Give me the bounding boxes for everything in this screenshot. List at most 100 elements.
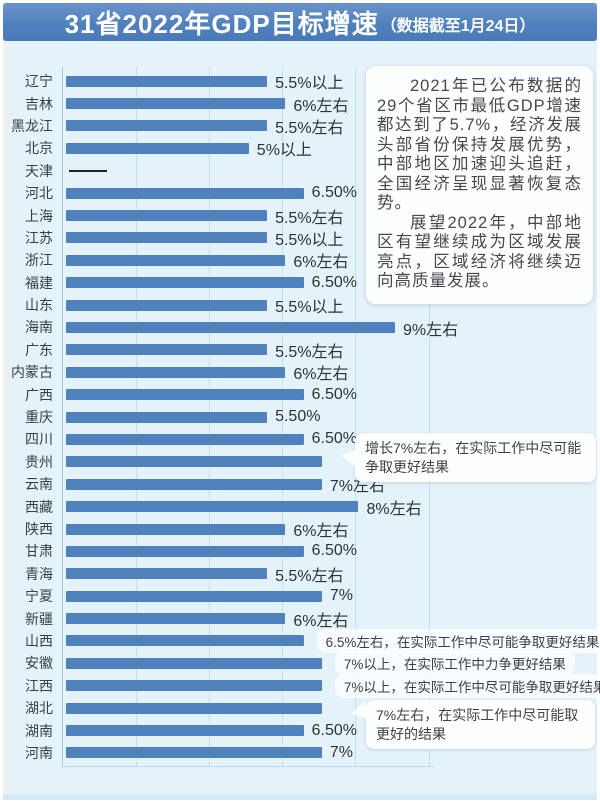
bar-value-label: 7%以上，在实际工作中尽可能争取更好结果 [334,673,600,698]
province-label: 福建 [25,274,53,291]
gdp-bar [66,120,268,132]
bar-value-label: 6%左右 [293,612,349,630]
callout-guizhou-text: 增长7%左右，在实际工作中尽可能争取更好结果 [365,440,582,475]
chart-row: 海南 9%左右 [3,316,597,338]
bar-value-label: 5.5%左右 [275,119,344,137]
chart-row: 安徽 7%以上，在实际工作中力争更好结果 [3,651,597,676]
province-label: 江苏 [25,229,53,246]
chart-row: 云南 7%左右 [3,473,597,495]
note-paragraph-1: 2021年已公布数据的29个省区市最低GDP增速都达到了5.7%，经济发展头部省… [377,77,582,212]
province-label: 天津 [25,162,53,179]
province-label: 安徽 [25,655,53,672]
bar-value-label: 5%以上 [256,142,312,160]
gdp-bar [66,344,268,356]
callout-hubei: 7%左右，在实际工作中尽可能取更好的结果 [349,700,595,749]
y-axis-line [62,67,63,766]
province-label: 河北 [25,185,53,202]
gdp-bar [66,411,268,423]
gdp-bar [66,299,268,311]
note-paragraph-2: 展望2022年，中部地区有望继续成为区域发展亮点，区域经济将继续迈向高质量发展。 [377,213,582,291]
province-label: 湖南 [25,722,53,739]
bar-value-label: 9%左右 [403,321,459,339]
chart-row: 广东 5.5%左右 [3,339,597,361]
left-margin-strip [3,42,8,794]
grid-line [282,67,284,766]
gdp-bar [66,702,322,714]
chart-row: 吉林 6%左右 [3,92,597,115]
chart-row: 辽宁 5.5%以上 [3,70,597,92]
chart-row: 新疆 6%左右 [3,607,597,630]
gdp-bar [66,433,304,445]
gdp-bar [66,366,286,378]
gdp-bar [66,568,268,580]
gdp-bar [66,501,359,513]
chart-row: 山东 5.5%以上 [3,294,597,316]
bar-value-label: 6.50% [311,273,357,291]
province-label: 江西 [25,677,53,694]
bottom-band [3,794,597,800]
chart-row: 江苏 5.5%以上 [3,227,597,249]
chart-row: 重庆 5.50% [3,406,597,428]
bar-value-label: 5.5%以上 [275,231,344,249]
bar-value-label: 5.5%左右 [275,343,344,361]
bar-value-label: 6%左右 [293,254,349,272]
province-label: 四川 [25,431,53,448]
chart-row: 青海 5.5%左右 [3,563,597,585]
province-label: 辽宁 [25,73,53,90]
gdp-bar [66,635,304,647]
no-data-dash [69,169,107,172]
title-banner: 31省2022年GDP目标增速 （数据截至1月24日） [3,3,597,41]
bar-value-label: 6.50% [311,430,357,448]
chart-row: 广西 6.50% [3,383,597,405]
gdp-bar [66,478,322,490]
gdp-bar-chart: 辽宁 5.5%以上 吉林 6%左右 黑龙江 5.5%左右 北京 5%以上 天津 河北 6.50% 上海… [3,41,600,800]
page-title: 31省2022年GDP目标增速 [64,8,379,39]
chart-row: 浙江 6%左右 [3,249,597,271]
chart-row: 上海 5.5%左右 [3,204,597,227]
title-date-note: （数据截至1月24日） [380,17,536,35]
bar-value-label: 7% [329,743,354,761]
gdp-bar [66,142,249,154]
gdp-bar [66,590,322,602]
bar-value-label: 6.50% [311,542,357,560]
gdp-bar [66,232,268,244]
bar-value-label: 6.5%左右，在实际工作中尽可能争取更好结果 [316,628,600,653]
gdp-bar [66,725,304,737]
grid-line [355,67,357,766]
chart-rows: 辽宁 5.5%以上 吉林 6%左右 黑龙江 5.5%左右 北京 5%以上 天津 河北 6.50% 上海… [3,70,600,764]
gdp-bar [66,187,304,199]
chart-row: 贵州 [3,451,597,473]
chart-row: 北京 5%以上 [3,137,597,159]
chart-row: 天津 [3,160,597,182]
x-axis-line [62,766,434,767]
gdp-bar [66,545,304,557]
gdp-bar [66,523,286,535]
chart-row: 福建 6.50% [3,272,597,294]
gdp-bar [66,389,304,401]
gdp-bar [66,657,322,669]
chart-row: 内蒙古 6%左右 [3,361,597,383]
province-label: 西藏 [25,498,53,515]
province-label: 广西 [25,386,53,403]
gdp-bar [66,210,268,222]
chart-row: 陕西 6%左右 [3,518,597,540]
province-label: 重庆 [25,409,53,426]
bar-value-label: 6%左右 [293,366,349,384]
summary-note-box: 2021年已公布数据的29个省区市最低GDP增速都达到了5.7%，经济发展头部省… [366,66,593,304]
gdp-bar [66,456,322,468]
bar-value-label: 5.5%左右 [275,567,344,585]
province-label: 黑龙江 [11,117,53,134]
chart-row: 湖南 6.50% [3,719,597,741]
chart-row: 湖北 [3,697,597,719]
bar-value-label: 6.50% [311,184,357,202]
bar-value-label: 6%左右 [293,523,349,541]
gdp-bar [66,277,304,289]
chart-row: 四川 6.50% [3,428,597,450]
callout-pointer-icon [349,701,369,723]
province-label: 青海 [25,565,53,582]
chart-row: 甘肃 6.50% [3,540,597,562]
province-label: 宁夏 [25,588,53,605]
gdp-bar [66,98,286,110]
province-label: 河南 [25,744,53,761]
gdp-bar [66,254,286,266]
